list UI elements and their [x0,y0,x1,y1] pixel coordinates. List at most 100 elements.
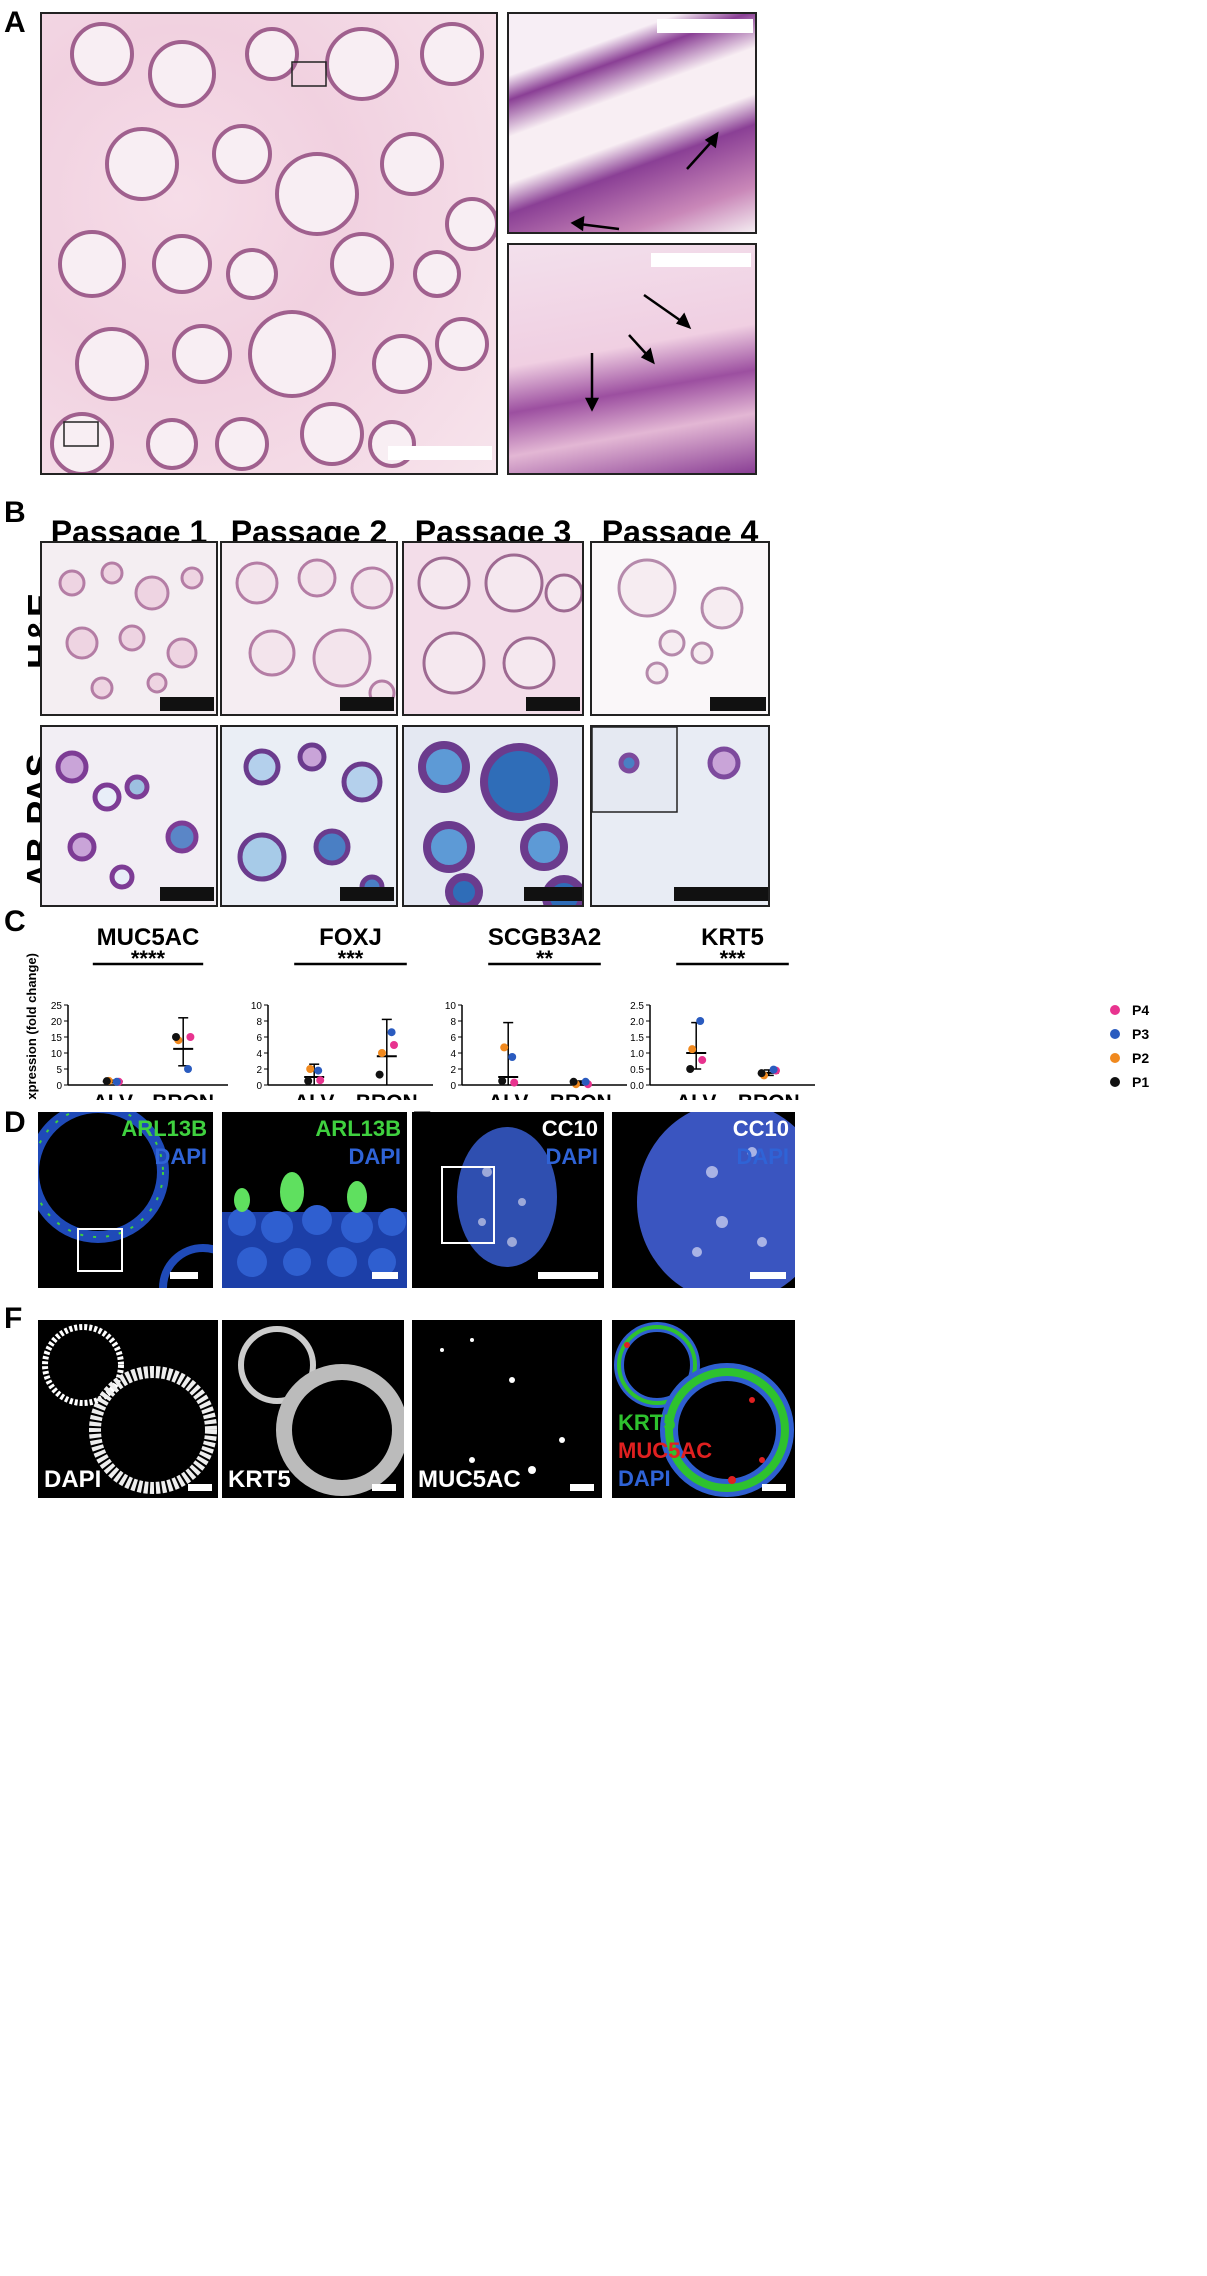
legend-label: P3 [1132,1026,1149,1042]
x-category-label: BRON [152,1091,214,1100]
data-point-p3 [508,1053,517,1061]
y-tick-label: 10 [445,1001,457,1012]
scale-bar [674,887,768,901]
y-tick-label: 5 [56,1065,62,1076]
y-tick-label: 0 [56,1081,62,1092]
y-tick-label: 0 [256,1081,262,1092]
panel-f-krt5-image: KRT5 [222,1320,404,1498]
channel-label-cc10: CC10 [732,1116,789,1141]
y-tick-label: 0.0 [630,1081,644,1092]
data-point-p2 [306,1065,315,1073]
passage-2-he-image [220,541,398,716]
x-category-label: ALV [93,1091,133,1100]
panel-a-overview-image [40,12,498,475]
y-tick-label: 8 [450,1017,456,1028]
y-tick-label: 0.5 [630,1065,644,1076]
scale-bar [340,887,394,901]
y-tick-label: 0 [450,1081,456,1092]
scale-bar [526,697,580,711]
panel-e-zoom-image: CC10 DAPI [612,1112,795,1288]
panel-f-merge-image: KRT5 MUC5AC DAPI [612,1320,795,1498]
x-category-label: BRON [738,1091,800,1100]
y-tick-label: 1.0 [630,1049,644,1060]
scale-bar [372,1484,396,1491]
y-tick-label: 20 [51,1017,63,1028]
significance-stars: **** [131,946,166,971]
significance-stars: ** [536,946,554,971]
y-tick-label: 8 [256,1017,262,1028]
scale-bar [524,887,582,901]
y-tick-label: 10 [51,1049,63,1060]
data-point-p1 [304,1077,313,1085]
chart-title: MUC5AC [97,924,200,951]
passage-1-he-image [40,541,218,716]
data-point-p4 [316,1076,325,1085]
data-point-p1 [569,1077,578,1086]
data-point-p1 [498,1077,507,1085]
legend-label: P4 [1132,1002,1149,1018]
channel-label-dapi: DAPI [545,1144,598,1169]
panel-d-zoom-image: ARL13B DAPI [222,1112,407,1288]
channel-label-dapi: DAPI [154,1144,207,1169]
channel-label-arl13b: ARL13B [315,1116,401,1141]
panel-e-overview-image: CC10 DAPI [412,1112,604,1288]
panel-label-a: A [4,6,26,39]
arrows [584,293,692,412]
channel-label-dapi: DAPI [618,1466,671,1491]
data-point-p1 [102,1077,111,1086]
scale-bar [750,1272,786,1279]
legend-marker-p2 [1110,1053,1120,1063]
panel-f-dapi-image: DAPI [38,1320,218,1498]
channel-label-dapi: DAPI [348,1144,401,1169]
y-tick-label: 2.0 [630,1017,644,1028]
y-tick-label: 4 [450,1049,456,1060]
scale-bar [160,697,214,711]
legend-marker-p3 [1110,1029,1120,1039]
scale-bar [340,697,394,711]
legend-label: P1 [1132,1074,1149,1090]
data-point-p4 [186,1033,195,1041]
data-point-p1 [172,1033,180,1041]
channel-label-dapi: DAPI [44,1466,102,1493]
y-tick-label: 2.5 [630,1001,644,1012]
legend-marker-p4 [1110,1005,1120,1015]
x-category-label: BRON [356,1091,418,1100]
y-tick-label: 2 [256,1065,262,1076]
data-point-p3 [314,1066,323,1075]
passage-2-abpas-image [220,725,398,907]
data-point-p1 [375,1070,384,1079]
x-category-label: ALV [488,1091,528,1100]
y-tick-label: 10 [251,1001,263,1012]
data-point-p3 [769,1065,778,1074]
x-category-label: ALV [294,1091,334,1100]
legend-label: P2 [1132,1050,1149,1066]
scale-bar [538,1272,598,1279]
y-tick-label: 4 [256,1049,262,1060]
y-tick-label: 6 [450,1033,456,1044]
y-tick-label: 25 [51,1001,63,1012]
legend-marker-p1 [1110,1077,1120,1087]
passage-3-abpas-image [402,725,584,907]
data-point-p1 [686,1065,695,1073]
scale-bar [188,1484,212,1491]
passage-3-he-image [402,541,584,716]
significance-stars: *** [720,946,746,971]
data-point-p3 [112,1077,121,1086]
scale-bar [657,19,753,33]
scale-bar [710,697,766,711]
panel-d-overview-image: ARL13B DAPI [38,1112,213,1288]
organoid-sections [50,22,496,473]
data-point-p3 [184,1065,192,1073]
panel-label-b: B [4,496,26,529]
arrows [570,131,719,232]
x-category-label: BRON [550,1091,612,1100]
passage-1-abpas-image [40,725,218,907]
scale-bar [651,253,751,267]
panel-a-zoom-bottom [507,243,757,475]
chart-title: FOXJ [319,924,382,951]
channel-label-dapi: DAPI [736,1144,789,1169]
scale-bar [388,446,492,460]
panel-a-zoom-top [507,12,757,234]
data-point-p3 [387,1028,396,1037]
panel-label-c: C [4,905,26,938]
